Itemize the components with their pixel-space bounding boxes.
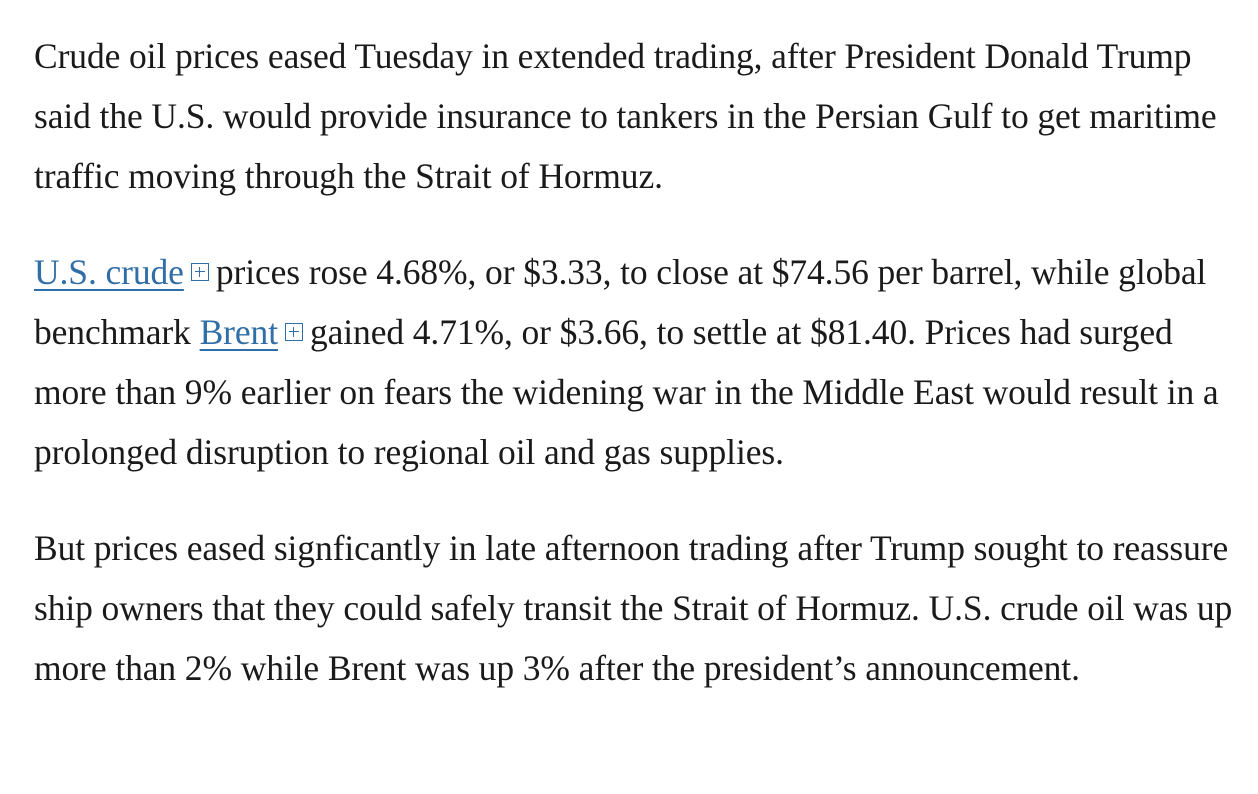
paragraph-3: But prices eased signficantly in late af…	[34, 528, 1233, 688]
us-crude-link[interactable]: U.S. crude	[34, 252, 184, 292]
brent-link[interactable]: Brent	[199, 312, 278, 352]
us-crude-quote-plus-icon[interactable]	[190, 263, 209, 281]
brent-quote-plus-icon[interactable]	[284, 323, 303, 341]
paragraph-1: Crude oil prices eased Tuesday in extend…	[34, 36, 1217, 196]
paragraph-2-text-a: prices rose 4.68%, or $3.33, to close at…	[34, 252, 1207, 352]
paragraph-2-text-b: gained 4.71%, or $3.66, to settle at $81…	[34, 312, 1219, 472]
paragraph-2: U.S. crude prices rose 4.68%, or $3.33, t…	[34, 242, 1240, 482]
